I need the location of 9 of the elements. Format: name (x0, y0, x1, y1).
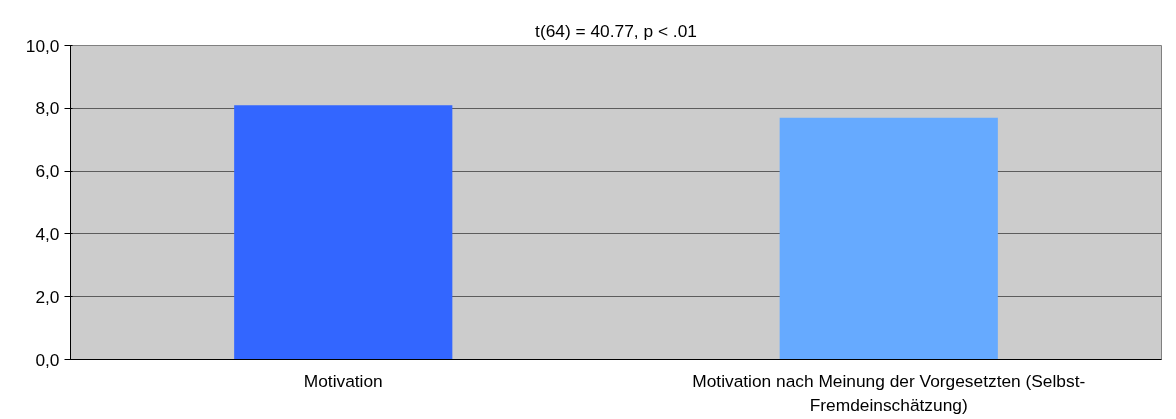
y-tick-label: 6,0 (35, 161, 60, 182)
y-tick-label: 2,0 (35, 286, 60, 307)
text: t(64) = 40.77, p < .01 (535, 20, 697, 41)
y-tick-label: 0,0 (35, 349, 60, 370)
x-tick-label: Motivation (303, 370, 383, 391)
x-tick-label: Motivation nach Meinung der Vorgesetzten (Selbst-Fremdeinschätzung) (692, 370, 1086, 415)
y-tick-label: 4,0 (35, 223, 60, 244)
y-tick-label: 8,0 (35, 98, 60, 119)
y-tick-label: 10,0 (25, 35, 60, 56)
